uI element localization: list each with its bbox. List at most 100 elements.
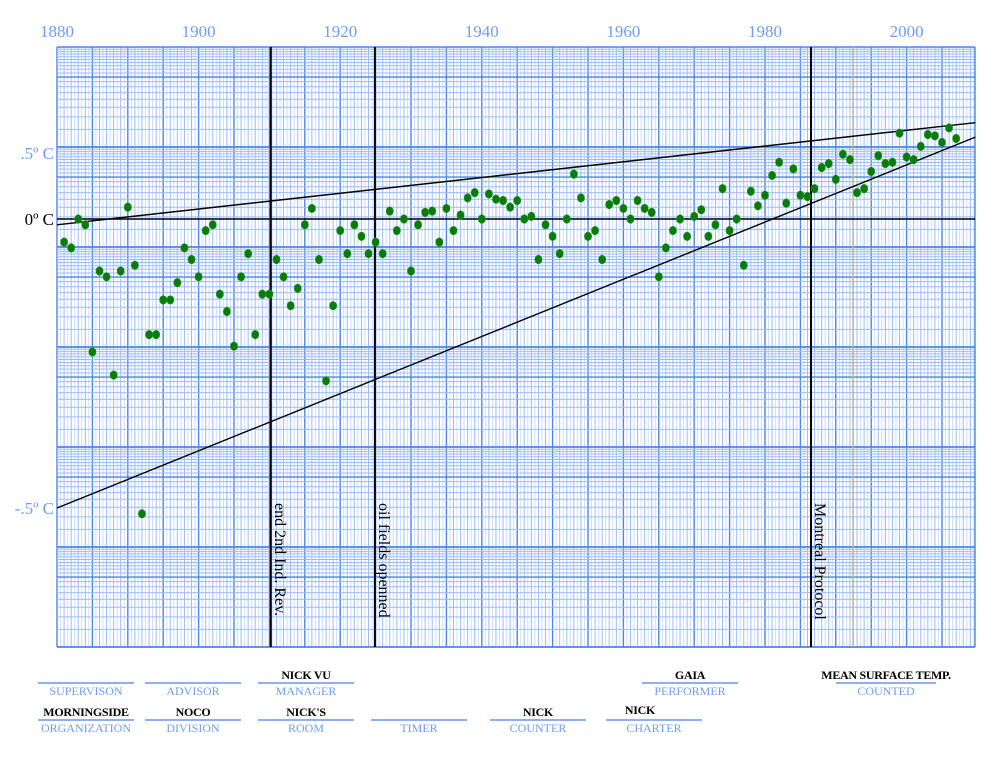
data-point (761, 190, 769, 200)
data-point (244, 249, 253, 259)
data-point (258, 289, 267, 299)
field-value: NICK'S (286, 705, 326, 719)
data-point (640, 203, 649, 214)
data-point (145, 330, 153, 340)
y-tick-label: -.5º C (15, 499, 54, 518)
data-point (711, 220, 720, 230)
data-point (824, 158, 833, 169)
field-label: DIVISION (145, 719, 241, 735)
annotations: end 2nd Ind. Rev. oil fields openned Mon… (269, 47, 828, 647)
field-value: MORNINGSIDE (43, 705, 129, 719)
data-point (569, 169, 578, 179)
data-point (754, 201, 762, 211)
footer-field-counter: NICK COUNTER (490, 705, 586, 735)
data-point (888, 157, 897, 167)
data-point (803, 191, 812, 202)
data-point (789, 164, 798, 174)
data-point (407, 266, 415, 276)
data-point (513, 195, 522, 206)
data-point (534, 254, 543, 265)
data-point (67, 243, 76, 253)
data-point (591, 225, 599, 236)
data-point (60, 237, 68, 247)
data-point (400, 214, 408, 224)
data-point (251, 330, 260, 340)
data-point (435, 237, 444, 247)
annotation-label: Montreal Protocol (811, 503, 828, 620)
data-point (499, 195, 507, 206)
data-point (463, 193, 472, 203)
data-point (74, 214, 83, 224)
data-point (456, 210, 465, 220)
data-point (548, 231, 557, 241)
data-point (768, 170, 776, 181)
data-point (357, 231, 366, 241)
data-point (230, 341, 238, 351)
footer-field-manager: NICK VU MANAGER (258, 668, 354, 698)
data-point (782, 198, 791, 208)
data-point (201, 225, 210, 236)
x-tick-label: 1980 (748, 22, 782, 41)
data-point (810, 184, 819, 194)
data-point (746, 186, 755, 196)
data-point (208, 220, 217, 230)
field-label: SUPERVISON (38, 682, 134, 698)
data-point (109, 370, 118, 380)
data-point (838, 149, 847, 159)
data-point (598, 254, 607, 265)
data-point (336, 225, 345, 236)
temperature-chart: 1880 1900 1920 1940 1960 1980 2000 .5º C… (15, 22, 976, 648)
data-point (697, 205, 706, 215)
data-point (881, 158, 890, 169)
data-point (520, 214, 529, 224)
field-value: NICK VU (281, 668, 331, 682)
footer-field-organization: MORNINGSIDE ORGANIZATION (38, 705, 134, 735)
data-point (484, 189, 493, 199)
data-point (428, 206, 437, 216)
data-point (95, 266, 104, 276)
field-value: GAIA (674, 668, 706, 682)
data-point (223, 306, 231, 317)
data-point (867, 166, 876, 177)
data-point (123, 202, 132, 212)
data-point (923, 129, 932, 140)
data-point (286, 301, 295, 311)
data-point (739, 260, 748, 270)
data-point (506, 202, 515, 212)
data-point (152, 330, 161, 340)
data-point (293, 283, 302, 293)
data-point (945, 123, 953, 133)
data-point (350, 220, 359, 230)
data-point (215, 289, 224, 299)
data-point (952, 133, 961, 144)
data-point (676, 214, 684, 224)
field-label: COUNTER (490, 719, 586, 735)
data-point (116, 266, 125, 276)
data-point (732, 214, 741, 224)
data-point (654, 272, 663, 282)
data-point (725, 225, 734, 236)
data-point (860, 184, 869, 194)
data-point (364, 249, 373, 259)
data-point (796, 190, 805, 200)
x-tick-label: 1880 (40, 22, 74, 41)
data-point (853, 188, 861, 198)
footer-field-counted: MEAN SURFACE TEMP. COUNTED (821, 668, 951, 698)
x-tick-label: 1940 (465, 22, 499, 41)
data-point (931, 131, 939, 141)
field-value (145, 668, 241, 682)
field-label: ROOM (258, 719, 354, 735)
data-point (307, 203, 316, 214)
data-point (279, 272, 288, 282)
field-label: MANAGER (258, 682, 354, 698)
data-point (159, 295, 168, 305)
data-point (385, 206, 394, 216)
data-point (173, 277, 182, 288)
footer-field-supervisor: SUPERVISON (38, 668, 134, 698)
data-point (315, 254, 323, 265)
data-point (831, 174, 840, 184)
data-point (300, 220, 309, 230)
trend-lines (56, 121, 976, 509)
footer-field-room: NICK'S ROOM (258, 705, 354, 735)
data-point (619, 203, 628, 214)
